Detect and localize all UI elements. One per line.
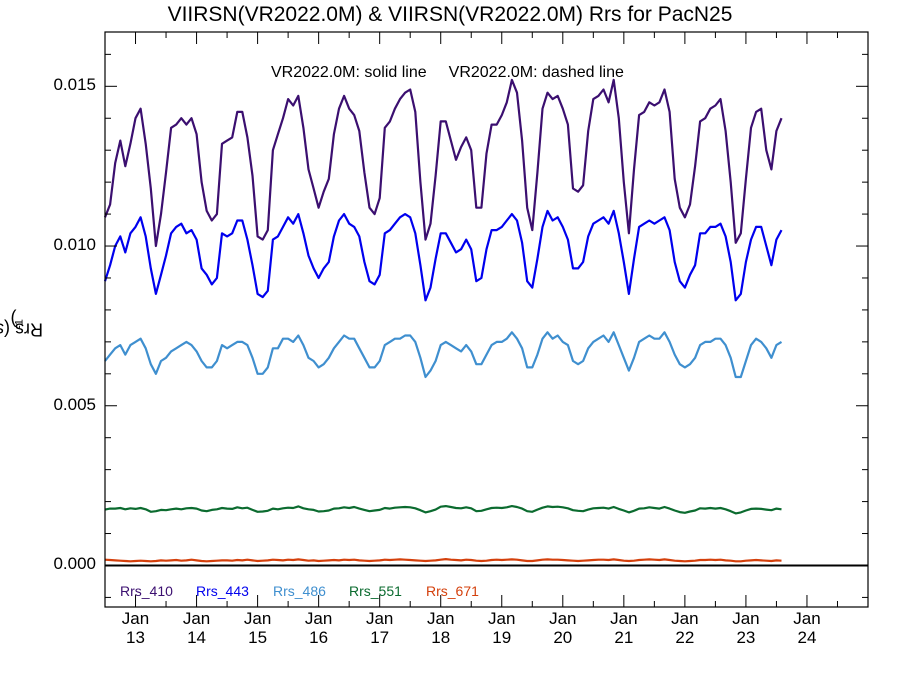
x-tick-label: Jan 14 (167, 609, 227, 647)
tick-layer (105, 32, 868, 607)
y-axis-label-text: Rrs (str (0, 319, 43, 340)
line-style-annotation: VR2022.0M: solid line VR2022.0M: dashed l… (271, 64, 624, 82)
x-tick-month: Jan (610, 609, 638, 628)
series-line-rrs_486 (104, 331, 783, 379)
dashed-line-note: VR2022.0M: dashed line (448, 64, 624, 81)
x-tick-year: 17 (370, 628, 390, 647)
series-line-rrs_671 (104, 557, 782, 563)
x-tick-label: Jan 24 (777, 609, 837, 647)
x-tick-month: Jan (182, 609, 211, 628)
x-tick-month: Jan (365, 609, 394, 628)
legend-item-rrs_551: Rrs_551 (349, 583, 402, 599)
legend-item-rrs_410: Rrs_410 (120, 583, 173, 599)
x-tick-year: 18 (431, 628, 451, 647)
x-tick-label: Jan 21 (594, 609, 654, 647)
x-tick-label: Jan 16 (289, 609, 349, 647)
legend-item-rrs_443: Rrs_443 (196, 583, 249, 599)
x-tick-label: Jan 15 (228, 609, 288, 647)
chart-title: VIIRSN(VR2022.0M) & VIIRSN(VR2022.0M) Rr… (167, 3, 733, 26)
x-tick-label: Jan 22 (655, 609, 715, 647)
y-tick-label: 0.010 (53, 235, 96, 255)
x-tick-year: 16 (309, 628, 329, 647)
x-tick-label: Jan 23 (716, 609, 776, 647)
x-tick-label: Jan 13 (106, 609, 166, 647)
x-tick-month: Jan (488, 609, 516, 628)
solid-line-note: VR2022.0M: solid line (271, 64, 427, 81)
x-tick-month: Jan (732, 609, 760, 628)
x-tick-year: 21 (614, 628, 634, 647)
legend-item-rrs_671: Rrs_671 (426, 583, 479, 599)
x-tick-year: 23 (736, 628, 756, 647)
x-tick-label: Jan 20 (533, 609, 593, 647)
x-tick-month: Jan (549, 609, 577, 628)
series-line-rrs_443 (103, 209, 783, 302)
x-tick-label: Jan 19 (472, 609, 532, 647)
x-tick-year: 24 (797, 628, 817, 647)
x-tick-year: 22 (675, 628, 695, 647)
y-tick-label: 0.005 (53, 394, 96, 414)
x-tick-month: Jan (304, 609, 333, 628)
x-tick-label: Jan 17 (350, 609, 410, 647)
x-tick-year: 19 (492, 628, 512, 647)
y-tick-label: 0.015 (53, 75, 96, 95)
x-tick-label: Jan 18 (411, 609, 471, 647)
plot-frame (104, 31, 869, 608)
series-layer (103, 78, 783, 563)
x-tick-year: 14 (187, 628, 206, 647)
y-axis-label-suffix: ) (10, 309, 17, 330)
x-tick-month: Jan (243, 609, 272, 628)
x-tick-month: Jan (671, 609, 699, 628)
legend-item-rrs_486: Rrs_486 (273, 583, 326, 599)
x-tick-year: 15 (248, 628, 268, 647)
x-tick-month: Jan (793, 609, 821, 628)
x-tick-year: 20 (553, 628, 573, 647)
x-tick-year: 13 (126, 628, 145, 647)
x-tick-month: Jan (121, 609, 150, 628)
y-tick-label: 0.000 (53, 554, 96, 574)
series-line-rrs_410 (103, 78, 783, 248)
x-tick-month: Jan (427, 609, 455, 628)
series-line-rrs_551 (104, 505, 782, 515)
